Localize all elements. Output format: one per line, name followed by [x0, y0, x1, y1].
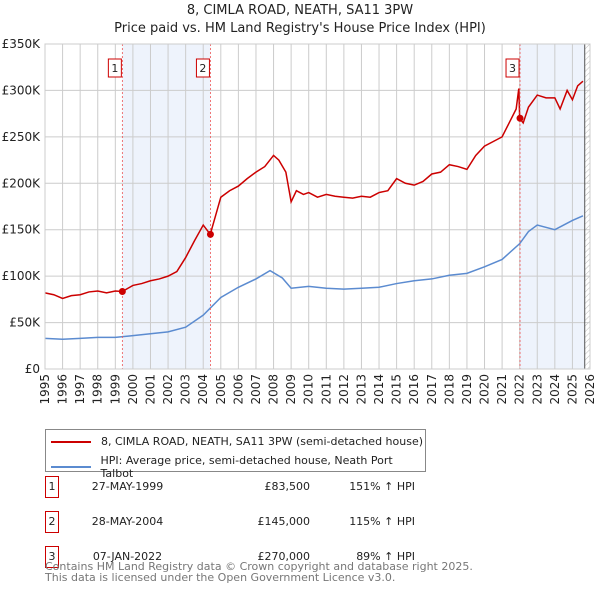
x-tick-label: 2000	[126, 374, 140, 405]
sale-marker: 2	[45, 511, 59, 533]
x-tick-label: 2007	[249, 374, 263, 405]
x-tick-label: 2011	[319, 374, 333, 405]
x-tick-label: 2014	[372, 374, 386, 405]
sale-hpi: 89% ↑ HPI	[356, 550, 415, 563]
y-tick-label: £150K	[2, 223, 42, 237]
y-tick-label: £100K	[2, 269, 42, 283]
forecast-hatch	[584, 44, 590, 369]
footer-line-2: This data is licensed under the Open Gov…	[45, 571, 396, 584]
sale-hpi: 115% ↑ HPI	[349, 515, 415, 528]
x-tick-label: 2010	[302, 374, 316, 405]
sale-point	[118, 287, 126, 295]
x-tick-label: 2016	[407, 374, 421, 405]
x-tick-label: 2018	[442, 374, 456, 405]
event-marker-label: 3	[509, 62, 516, 75]
legend-swatch-property	[51, 440, 91, 443]
x-tick-label: 2024	[548, 374, 562, 405]
sale-row: 1 27-MAY-1999 £83,500 151% ↑ HPI	[45, 476, 445, 498]
event-marker-label: 1	[111, 62, 118, 75]
sale-hpi: 151% ↑ HPI	[349, 480, 415, 493]
sale-row: 2 28-MAY-2004 £145,000 115% ↑ HPI	[45, 511, 445, 533]
x-tick-label: 2013	[354, 374, 368, 405]
footer-line-1: Contains HM Land Registry data © Crown c…	[45, 560, 473, 573]
x-tick-label: 2015	[390, 374, 404, 405]
sale-price: £270,000	[257, 550, 311, 563]
x-tick-label: 2003	[179, 374, 193, 405]
chart-title: 8, CIMLA ROAD, NEATH, SA11 3PW	[186, 3, 414, 18]
sale-price: £83,500	[264, 480, 311, 493]
x-tick-label: 1995	[38, 374, 52, 405]
shaded-period	[122, 44, 211, 369]
y-tick-label: £50K	[9, 316, 41, 330]
x-tick-label: 2025	[565, 374, 579, 405]
event-marker-label: 2	[199, 62, 206, 75]
legend: 8, CIMLA ROAD, NEATH, SA11 3PW (semi-det…	[45, 429, 426, 480]
event-marker-box	[505, 58, 520, 78]
sale-date: 28-MAY-2004	[91, 515, 164, 528]
x-tick-label: 2008	[267, 374, 281, 405]
x-tick-label: 2009	[284, 374, 298, 405]
x-tick-label: 2019	[460, 374, 474, 405]
legend-label-property: 8, CIMLA ROAD, NEATH, SA11 3PW (semi-det…	[101, 435, 424, 448]
legend-label-hpi: HPI: Average price, semi-detached house,…	[100, 454, 393, 480]
x-tick-label: 2020	[478, 374, 492, 405]
sale-point	[206, 230, 214, 238]
y-tick-label: £250K	[2, 130, 42, 144]
event-marker-box	[195, 58, 210, 78]
sale-date: 07-JAN-2022	[92, 550, 163, 563]
sale-date: 27-MAY-1999	[91, 480, 164, 493]
event-marker-box	[107, 58, 122, 78]
x-tick-label: 2017	[425, 374, 439, 405]
x-tick-label: 2006	[231, 374, 245, 405]
x-tick-label: 1997	[73, 374, 87, 405]
hpi-line	[44, 215, 584, 341]
sale-marker: 3	[45, 546, 59, 568]
y-tick-label: £350K	[2, 37, 42, 51]
x-tick-label: 2022	[513, 374, 527, 405]
y-tick-label: £200K	[2, 176, 42, 190]
x-tick-label: 1996	[56, 374, 70, 405]
legend-swatch-hpi	[51, 466, 91, 468]
x-tick-label: 2023	[530, 374, 544, 405]
x-tick-label: 2026	[583, 374, 597, 405]
x-tick-label: 2021	[495, 374, 509, 405]
y-tick-label: £0	[25, 362, 40, 376]
x-tick-label: 1999	[108, 374, 122, 405]
price-chart: 1995 1996 1997 1998 1999 2000 2001 2002 2003 2004…	[2, 37, 597, 405]
x-tick-label: 2002	[161, 374, 175, 405]
x-tick-label: 2012	[337, 374, 351, 405]
x-tick-label: 2004	[196, 374, 210, 405]
sale-row: 3 07-JAN-2022 £270,000 89% ↑ HPI	[45, 546, 445, 568]
sale-marker: 1	[45, 476, 59, 498]
y-tick-label: £300K	[2, 83, 42, 97]
sale-price: £145,000	[257, 515, 311, 528]
x-tick-label: 1998	[91, 374, 105, 405]
plot-border	[44, 43, 591, 370]
property-price-line	[44, 80, 584, 300]
sale-point	[516, 114, 524, 122]
x-tick-label: 2001	[143, 374, 157, 405]
x-tick-label: 2005	[214, 374, 228, 405]
chart-subtitle: Price paid vs. HM Land Registry's House …	[114, 21, 486, 36]
footer: Contains HM Land Registry data © Crown c…	[45, 561, 473, 583]
